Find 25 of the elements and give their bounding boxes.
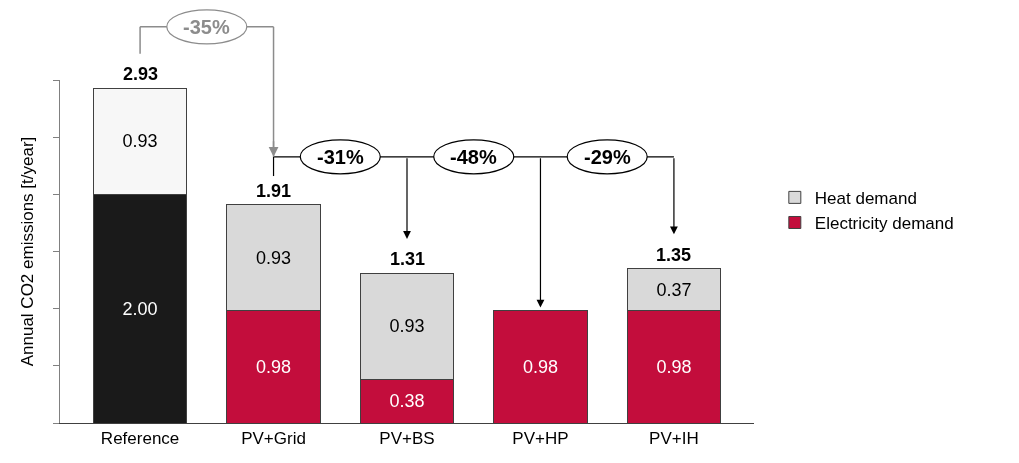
x-tick-label: PV+IH (649, 429, 699, 449)
data-label: 0.37 (656, 279, 692, 300)
total-label: 2.93 (123, 64, 159, 84)
data-label: 0.93 (122, 131, 158, 152)
data-label: 0.93 (256, 247, 292, 268)
annotation: -29% (584, 146, 631, 168)
data-label: 0.98 (256, 356, 292, 377)
total-label: 1.35 (656, 245, 692, 265)
annotation: -31% (317, 146, 364, 168)
x-tick-label: Reference (100, 429, 180, 449)
data-label: 2.00 (122, 298, 158, 319)
data-label: 0.98 (522, 356, 558, 377)
data-label: 0.38 (389, 391, 425, 412)
y-axis-title: Annual CO2 emissions [t/year] (17, 136, 37, 367)
text: -35% (183, 16, 230, 38)
total-label: 1.91 (256, 181, 292, 201)
data-label: 0.98 (656, 356, 692, 377)
legend-label: Heat demand (814, 189, 917, 209)
legend-label: Electricity demand (814, 214, 954, 234)
total-label: 1.31 (390, 249, 426, 269)
x-tick-label: PV+BS (379, 429, 435, 449)
data-label: 0.93 (389, 316, 425, 337)
x-tick-label: PV+Grid (241, 429, 306, 449)
x-tick-label: PV+HP (512, 429, 569, 449)
annotation: -48% (450, 146, 497, 168)
